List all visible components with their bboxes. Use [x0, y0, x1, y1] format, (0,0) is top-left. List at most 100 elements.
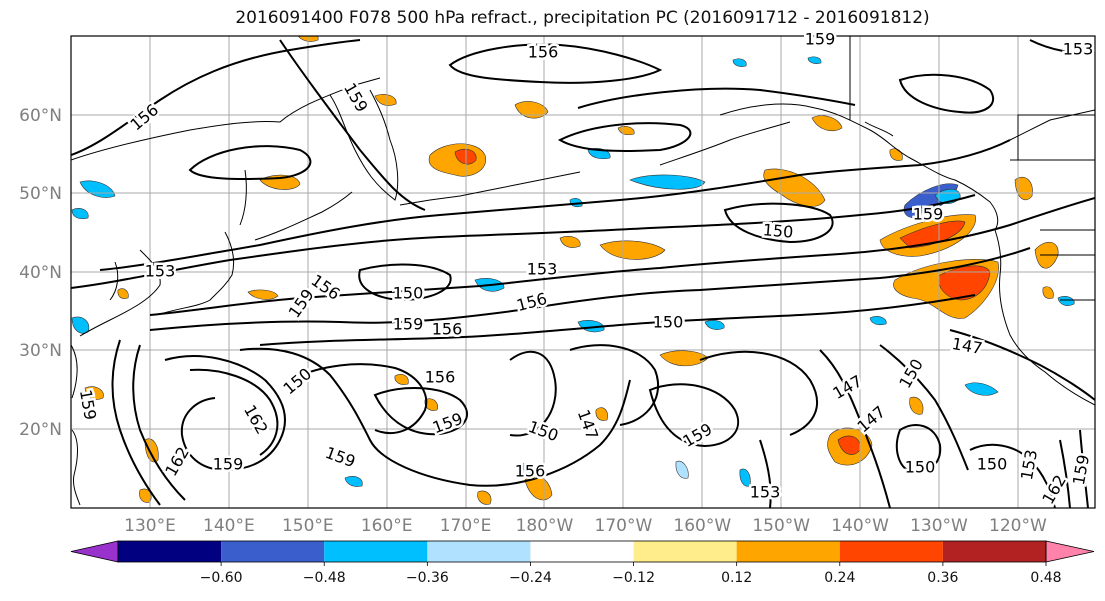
precip-blob [811, 115, 843, 131]
contour-label: 156 [425, 368, 456, 387]
contour-line [969, 443, 1056, 508]
colorbar-frame [117, 540, 1047, 563]
precip-blob [704, 320, 725, 330]
contour-line [149, 197, 1095, 316]
contour-line [723, 202, 834, 244]
contour-line [895, 424, 942, 474]
precip-blob [1057, 296, 1075, 306]
lon-label: 170°W [595, 516, 653, 536]
contour-line [373, 387, 469, 436]
contour-line [149, 247, 1031, 331]
contour-line [259, 294, 976, 346]
contour-line [569, 344, 660, 426]
colorbar-swatch [839, 541, 943, 562]
coastlines [71, 36, 1095, 506]
contour-label: 159 [393, 315, 424, 334]
contour-line [1059, 439, 1071, 508]
precip-blob [629, 174, 706, 190]
contour-line [71, 39, 361, 156]
contour-label: 150 [977, 455, 1008, 474]
contour-line [949, 329, 1095, 401]
longitude-labels: 130°E 140°E 150°E 160°E 170°E 180°W 170°W 160°W… [124, 516, 1047, 536]
contour-label: 150 [393, 284, 424, 303]
precip-blob [477, 490, 492, 505]
colorbar-tick-label: −0.12 [612, 570, 655, 586]
colorbar-swatch [324, 541, 428, 562]
precip-blob [247, 289, 279, 300]
precip-blob [519, 462, 538, 477]
contour-line [819, 349, 891, 508]
contour-label: 156 [432, 320, 463, 339]
lon-label: 130°W [910, 516, 968, 536]
lon-label: 140°E [203, 516, 255, 536]
contour-line [188, 145, 312, 181]
lon-label: 180°W [516, 516, 574, 536]
contour-line [448, 43, 663, 84]
precip-blob [559, 236, 581, 248]
lon-label: 160°E [361, 516, 413, 536]
contour-label: 156 [515, 462, 546, 481]
contour-line [279, 39, 426, 211]
contour-line [648, 383, 740, 448]
lon-label: 150°E [282, 516, 334, 536]
contour-line [699, 350, 819, 436]
lon-label: 170°E [440, 516, 492, 536]
precip-blob [617, 126, 635, 136]
contour-label: 159 [213, 455, 244, 474]
contour-label: 156 [528, 43, 559, 62]
contour-line [557, 122, 692, 152]
precip-blob [675, 460, 689, 479]
colorbar-swatch [221, 541, 325, 562]
precip-blob [595, 407, 608, 421]
contour-line [1079, 429, 1089, 508]
contour-label: 159 [805, 30, 836, 49]
contour-label: 159 [913, 205, 944, 224]
colorbar-swatch [427, 541, 531, 562]
colorbar-tick-label: 0.36 [927, 570, 958, 586]
lat-label: 40°N [19, 263, 62, 283]
colorbar-swatch [118, 541, 222, 562]
contour-label: 153 [432, 320, 463, 339]
contour-line [111, 339, 161, 506]
contour-line [132, 344, 186, 501]
precip-blob [117, 288, 129, 299]
precip-blob [909, 396, 924, 415]
contour-label: 153 [1063, 40, 1094, 59]
colorbar-tick-label: 0.48 [1030, 570, 1061, 586]
precip-blob [344, 476, 363, 487]
colorbar-extend-low [70, 540, 119, 563]
colorbar-extend-high [1045, 540, 1095, 563]
contour-line [239, 347, 631, 487]
contour-line [577, 87, 856, 109]
precip-blob [144, 438, 159, 463]
precip-blob [938, 265, 991, 301]
contour-label: 153 [145, 262, 176, 281]
colorbar-tick-label: 0.12 [721, 570, 752, 586]
colorbar-tick-label: −0.36 [406, 570, 449, 586]
colorbar-swatch [736, 541, 840, 562]
colorbar-tick-label: −0.24 [509, 570, 552, 586]
precip-blob [732, 58, 747, 67]
graticule [71, 36, 1095, 508]
precip-blob [964, 382, 999, 396]
lon-label: 140°W [831, 516, 889, 536]
lon-label: 130°E [124, 516, 176, 536]
map-title: 2016091400 F078 500 hPa refract., precip… [235, 8, 930, 28]
contour-label: 150 [905, 458, 936, 477]
lon-label: 150°W [752, 516, 810, 536]
refractivity-contours [71, 39, 1095, 508]
colorbar-tick-label: −0.48 [303, 570, 346, 586]
colorbar-tick-label: 0.24 [824, 570, 855, 586]
contour-label: 153 [750, 483, 781, 502]
contour-label: 150 [653, 313, 684, 332]
colorbar-swatch [942, 541, 1046, 562]
contour-line [71, 194, 976, 289]
colorbar-swatch [633, 541, 737, 562]
lon-label: 120°W [989, 516, 1047, 536]
latitude-labels: 60°N 50°N 40°N 30°N 20°N [19, 106, 62, 440]
plot-frame [70, 35, 1096, 509]
colorbar-swatch [530, 541, 634, 562]
precip-blob [739, 468, 751, 487]
contour-label: 153 [527, 260, 558, 279]
